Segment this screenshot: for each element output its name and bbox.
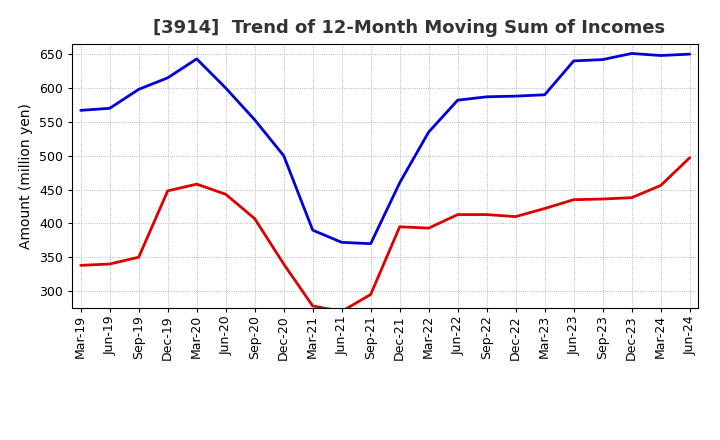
Ordinary Income xyxy=(482,94,491,99)
Ordinary Income xyxy=(338,240,346,245)
Net Income xyxy=(163,188,172,194)
Net Income xyxy=(685,155,694,160)
Ordinary Income xyxy=(308,227,317,233)
Net Income xyxy=(221,192,230,197)
Net Income xyxy=(627,195,636,200)
Ordinary Income xyxy=(685,51,694,57)
Net Income xyxy=(338,309,346,314)
Ordinary Income xyxy=(598,57,607,62)
Line: Ordinary Income: Ordinary Income xyxy=(81,54,690,244)
Ordinary Income xyxy=(105,106,114,111)
Net Income xyxy=(192,181,201,187)
Ordinary Income xyxy=(627,51,636,56)
Ordinary Income xyxy=(163,75,172,81)
Net Income xyxy=(541,206,549,211)
Net Income xyxy=(395,224,404,229)
Ordinary Income xyxy=(395,180,404,185)
Net Income xyxy=(424,225,433,231)
Ordinary Income xyxy=(424,129,433,135)
Ordinary Income xyxy=(570,58,578,63)
Net Income xyxy=(76,263,85,268)
Net Income xyxy=(251,216,259,221)
Ordinary Income xyxy=(76,108,85,113)
Net Income xyxy=(454,212,462,217)
Net Income xyxy=(135,255,143,260)
Ordinary Income xyxy=(657,53,665,58)
Net Income xyxy=(657,183,665,188)
Net Income xyxy=(598,196,607,202)
Ordinary Income xyxy=(135,87,143,92)
Line: Net Income: Net Income xyxy=(81,158,690,312)
Ordinary Income xyxy=(279,153,288,158)
Net Income xyxy=(511,214,520,219)
Net Income xyxy=(570,197,578,202)
Ordinary Income xyxy=(221,85,230,91)
Net Income xyxy=(366,292,375,297)
Ordinary Income xyxy=(454,98,462,103)
Y-axis label: Amount (million yen): Amount (million yen) xyxy=(19,103,33,249)
Ordinary Income xyxy=(541,92,549,97)
Net Income xyxy=(105,261,114,267)
Net Income xyxy=(279,261,288,267)
Net Income xyxy=(482,212,491,217)
Ordinary Income xyxy=(251,117,259,122)
Ordinary Income xyxy=(511,93,520,99)
Net Income xyxy=(308,303,317,308)
Ordinary Income xyxy=(192,56,201,62)
Ordinary Income xyxy=(366,241,375,246)
Text: [3914]  Trend of 12-Month Moving Sum of Incomes: [3914] Trend of 12-Month Moving Sum of I… xyxy=(153,19,665,37)
